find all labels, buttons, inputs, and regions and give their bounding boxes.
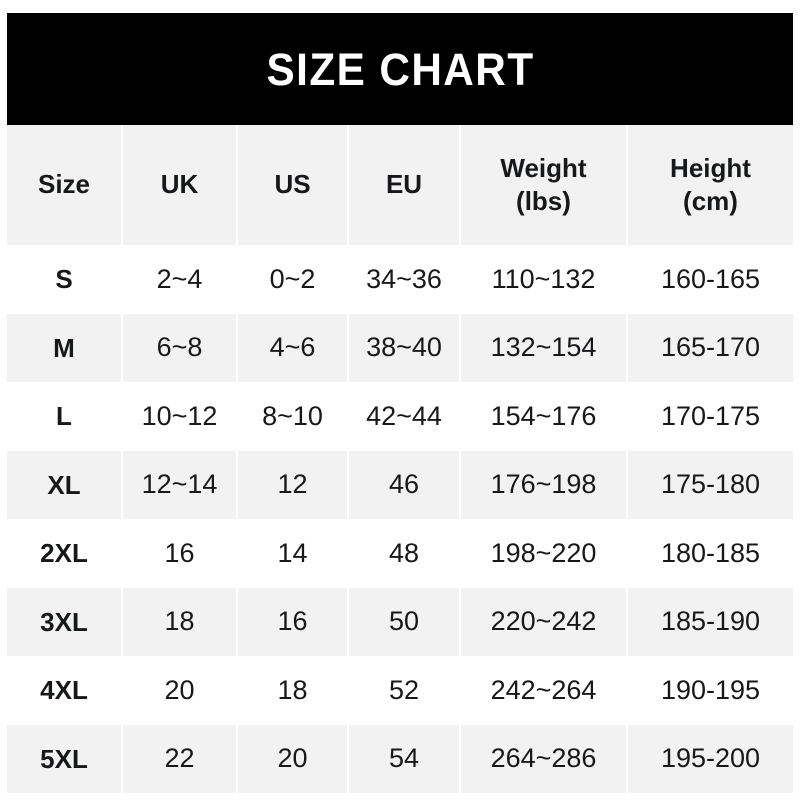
cell-uk: 18 bbox=[121, 587, 238, 656]
table-row: M 6~8 4~6 38~40 132~154 165-170 bbox=[7, 313, 793, 382]
column-header-size-line1: Size bbox=[37, 169, 91, 200]
cell-size: M bbox=[7, 313, 123, 382]
cell-uk: 6~8 bbox=[121, 313, 238, 382]
cell-us: 8~10 bbox=[236, 382, 349, 451]
cell-height: 175-180 bbox=[626, 450, 793, 519]
cell-uk: 10~12 bbox=[121, 382, 238, 451]
column-header-uk: UK bbox=[121, 125, 238, 245]
cell-us: 14 bbox=[236, 519, 349, 588]
cell-eu: 34~36 bbox=[347, 245, 461, 314]
cell-eu: 52 bbox=[347, 656, 461, 725]
cell-height: 160-165 bbox=[626, 245, 793, 314]
cell-us: 12 bbox=[236, 450, 349, 519]
table-body: S 2~4 0~2 34~36 110~132 160-165 M 6~8 4~… bbox=[7, 245, 793, 793]
cell-height: 185-190 bbox=[626, 587, 793, 656]
cell-weight: 242~264 bbox=[459, 656, 628, 725]
cell-size: L bbox=[7, 382, 123, 451]
column-header-weight-line2: (lbs) bbox=[516, 186, 571, 216]
table-row: 5XL 22 20 54 264~286 195-200 bbox=[7, 724, 793, 793]
cell-size: XL bbox=[7, 450, 123, 519]
cell-height: 170-175 bbox=[626, 382, 793, 451]
cell-us: 18 bbox=[236, 656, 349, 725]
cell-us: 4~6 bbox=[236, 313, 349, 382]
cell-size: S bbox=[7, 245, 123, 314]
table-row: 2XL 16 14 48 198~220 180-185 bbox=[7, 519, 793, 588]
column-header-eu: EU bbox=[347, 125, 461, 245]
cell-weight: 220~242 bbox=[459, 587, 628, 656]
table-row: 4XL 20 18 52 242~264 190-195 bbox=[7, 656, 793, 725]
cell-size: 2XL bbox=[7, 519, 123, 588]
cell-uk: 22 bbox=[121, 724, 238, 793]
table-header: Size UK US EU Weight (lbs) bbox=[7, 125, 793, 245]
column-header-size: Size bbox=[7, 125, 123, 245]
column-header-us: US bbox=[236, 125, 349, 245]
size-chart-table: Size UK US EU Weight (lbs) bbox=[7, 125, 793, 793]
column-header-height: Height (cm) bbox=[626, 125, 793, 245]
cell-weight: 110~132 bbox=[459, 245, 628, 314]
cell-us: 20 bbox=[236, 724, 349, 793]
cell-uk: 20 bbox=[121, 656, 238, 725]
title-banner: SIZE CHART bbox=[7, 13, 793, 125]
cell-uk: 12~14 bbox=[121, 450, 238, 519]
table-row: 3XL 18 16 50 220~242 185-190 bbox=[7, 587, 793, 656]
page-title: SIZE CHART bbox=[266, 43, 534, 95]
cell-eu: 38~40 bbox=[347, 313, 461, 382]
cell-uk: 2~4 bbox=[121, 245, 238, 314]
cell-size: 5XL bbox=[7, 724, 123, 793]
table-row: L 10~12 8~10 42~44 154~176 170-175 bbox=[7, 382, 793, 451]
cell-size: 3XL bbox=[7, 587, 123, 656]
column-header-eu-line1: EU bbox=[385, 169, 423, 200]
cell-us: 0~2 bbox=[236, 245, 349, 314]
size-chart-container: SIZE CHART Size UK US bbox=[7, 13, 793, 793]
column-header-uk-line1: UK bbox=[160, 169, 199, 200]
cell-weight: 132~154 bbox=[459, 313, 628, 382]
cell-height: 165-170 bbox=[626, 313, 793, 382]
table-row: S 2~4 0~2 34~36 110~132 160-165 bbox=[7, 245, 793, 314]
cell-weight: 176~198 bbox=[459, 450, 628, 519]
cell-uk: 16 bbox=[121, 519, 238, 588]
cell-height: 195-200 bbox=[626, 724, 793, 793]
column-header-us-line1: US bbox=[274, 169, 311, 200]
cell-weight: 198~220 bbox=[459, 519, 628, 588]
cell-weight: 264~286 bbox=[459, 724, 628, 793]
table-row: XL 12~14 12 46 176~198 175-180 bbox=[7, 450, 793, 519]
cell-weight: 154~176 bbox=[459, 382, 628, 451]
cell-eu: 48 bbox=[347, 519, 461, 588]
cell-eu: 54 bbox=[347, 724, 461, 793]
cell-eu: 46 bbox=[347, 450, 461, 519]
column-header-height-line1: Height bbox=[670, 152, 751, 183]
column-header-height-line2: (cm) bbox=[683, 186, 738, 216]
cell-height: 190-195 bbox=[626, 656, 793, 725]
cell-size: 4XL bbox=[7, 656, 123, 725]
cell-eu: 42~44 bbox=[347, 382, 461, 451]
cell-us: 16 bbox=[236, 587, 349, 656]
column-header-weight-line1: Weight bbox=[500, 152, 587, 183]
cell-eu: 50 bbox=[347, 587, 461, 656]
table-header-row: Size UK US EU Weight (lbs) bbox=[7, 125, 793, 245]
cell-height: 180-185 bbox=[626, 519, 793, 588]
column-header-weight: Weight (lbs) bbox=[459, 125, 628, 245]
